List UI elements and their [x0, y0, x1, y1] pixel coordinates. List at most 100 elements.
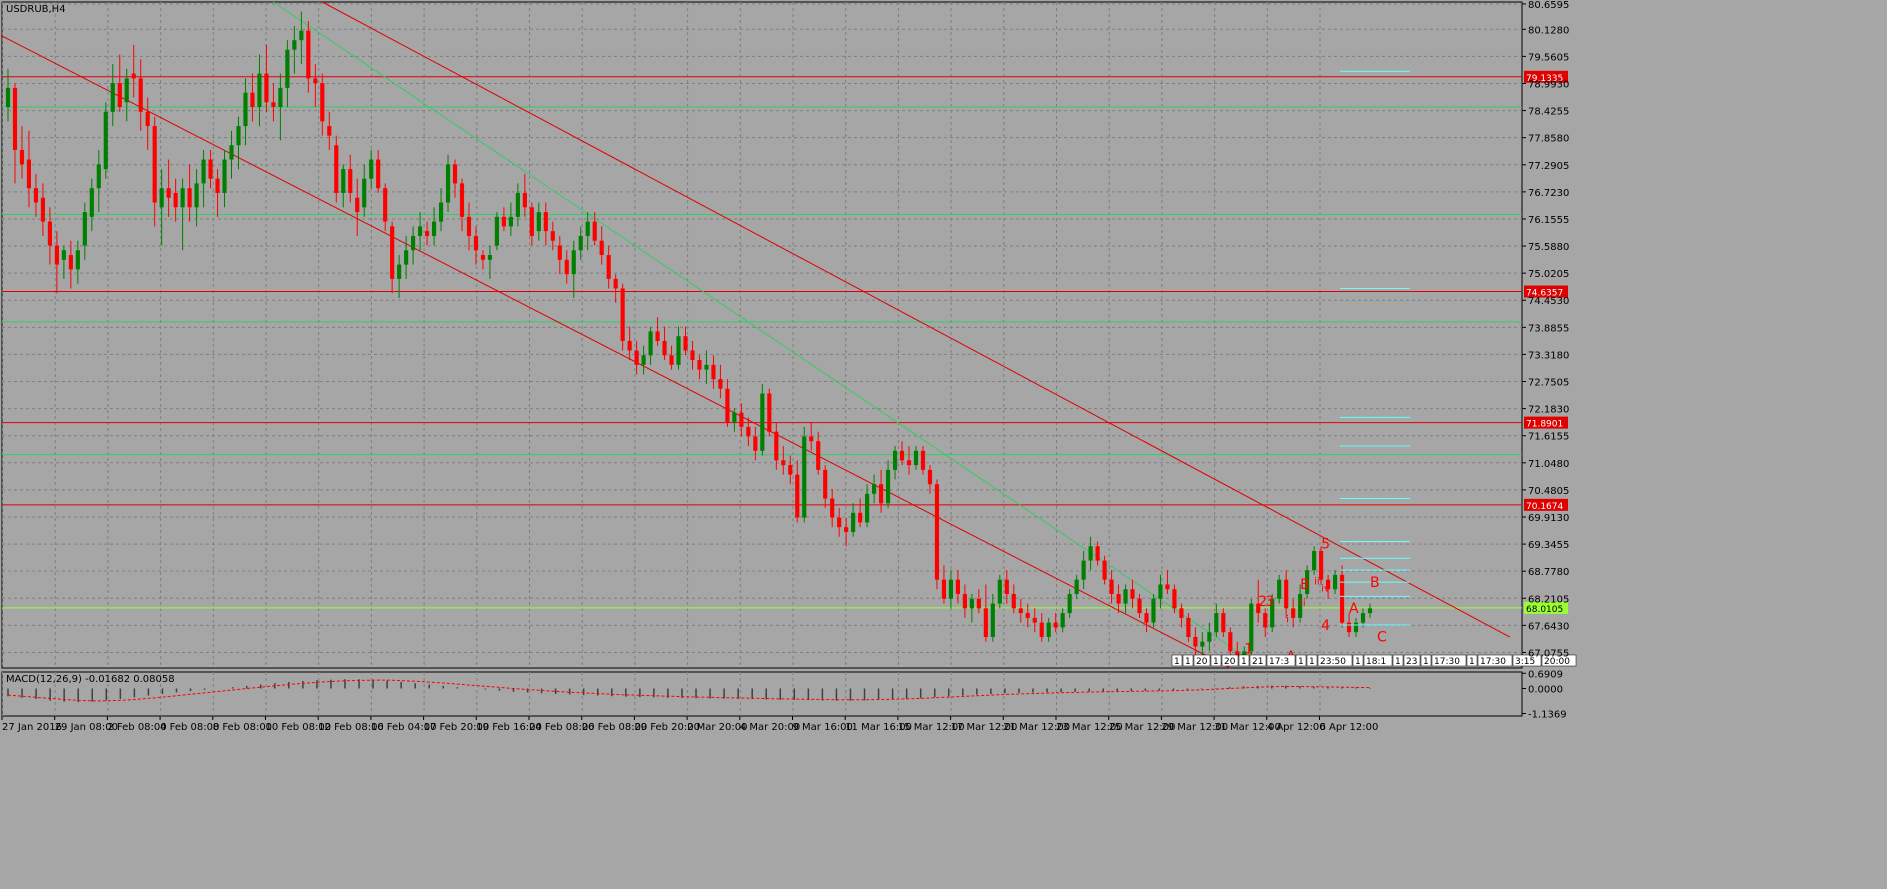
price-tick-label: 72.1830 — [1528, 405, 1569, 416]
price-tick-label: 76.1555 — [1528, 215, 1569, 226]
session-box — [1420, 654, 1432, 667]
candle-body — [1095, 546, 1100, 561]
level-price-tag — [1524, 70, 1568, 83]
time-tick-label: 10 Feb 08:00 — [266, 722, 332, 733]
candle-body — [110, 83, 115, 112]
candle-body — [627, 340, 632, 351]
candle-body — [243, 92, 248, 127]
macd-label: MACD(12,26,9) -0.01682 0.08058 — [6, 674, 175, 685]
candle-body — [138, 78, 143, 112]
channel-lower-line — [0, 34, 1231, 669]
candle-body — [1270, 598, 1275, 628]
candle-body — [390, 226, 395, 279]
channel-upper-line — [322, 1, 1510, 638]
candle-body — [5, 87, 11, 108]
candle-body — [892, 450, 898, 470]
wave-label: B — [1370, 575, 1380, 591]
wave-label: A — [1349, 601, 1359, 617]
wave-label: iv — [1321, 584, 1330, 595]
candle-body — [1067, 594, 1072, 614]
candle-body — [543, 212, 548, 232]
candle-body — [187, 188, 192, 208]
session-box — [1317, 654, 1353, 667]
candle-body — [12, 87, 18, 150]
candle-body — [606, 255, 611, 279]
session-box — [1238, 654, 1250, 667]
session-box-label: 1 — [1185, 657, 1191, 667]
candle-body — [278, 87, 283, 108]
candle-body — [906, 460, 912, 466]
time-tick-label: 17 Mar 12:00 — [951, 722, 1018, 733]
time-tick-label: 24 Feb 08:00 — [529, 722, 595, 733]
candle-body — [1011, 594, 1016, 609]
candle-body — [47, 221, 52, 246]
time-tick-label: 29 Jan 08:00 — [55, 722, 118, 733]
candle-body — [844, 527, 849, 532]
candle-body — [1018, 608, 1023, 614]
level-price-tag — [1524, 416, 1568, 429]
candle-body — [508, 216, 513, 227]
candle-body — [990, 603, 995, 637]
candle-body — [404, 250, 409, 265]
candle-body — [676, 336, 681, 365]
candle-body — [781, 460, 786, 466]
candle-body — [641, 355, 646, 365]
price-tick-label: 71.0480 — [1528, 459, 1569, 470]
candle-body — [1032, 617, 1037, 623]
time-tick-label: 2 Feb 08:00 — [107, 722, 166, 733]
candle-body — [1074, 579, 1079, 594]
candle-body — [362, 178, 367, 208]
candle-body — [117, 83, 122, 108]
candle-body — [271, 102, 276, 108]
candle-body — [1249, 603, 1254, 652]
price-tick-label: 75.5880 — [1528, 242, 1569, 253]
candle-body — [159, 188, 164, 208]
candle-body — [983, 608, 988, 637]
candle-body — [334, 145, 339, 193]
candle-body — [131, 73, 136, 79]
time-tick-label: 12 Feb 08:00 — [318, 722, 384, 733]
price-tick-label: 80.1280 — [1528, 25, 1569, 36]
session-box — [1266, 654, 1296, 667]
candle-body — [613, 278, 618, 289]
candle-body — [634, 350, 639, 365]
wave-label: C — [1377, 630, 1387, 646]
candle-body — [648, 331, 653, 356]
candle-body — [1039, 622, 1044, 637]
candle-body — [418, 226, 423, 236]
time-tick-label: 4 Feb 08:00 — [160, 722, 219, 733]
candle-body — [578, 235, 583, 251]
candle-body — [669, 355, 674, 365]
session-box-label: 1 — [1395, 657, 1401, 667]
candle-body — [369, 159, 374, 179]
candle-body — [1193, 636, 1198, 647]
candle-body — [795, 474, 800, 518]
wave-label: 1 — [1244, 642, 1253, 658]
candle-body — [1116, 594, 1121, 604]
macd-tick-label: 0.6909 — [1528, 669, 1563, 680]
candle-body — [809, 436, 814, 442]
candle-body — [1137, 598, 1142, 614]
session-box — [1466, 654, 1478, 667]
session-box-label: 3:15 — [1515, 657, 1535, 667]
time-tick-label: 29 Feb 20:00 — [634, 722, 700, 733]
session-box-label: 17:30 — [1434, 657, 1460, 667]
price-tick-label: 78.4255 — [1528, 107, 1569, 118]
candle-body — [397, 264, 402, 279]
candle-body — [292, 40, 297, 50]
time-tick-label: 31 Mar 12:00 — [1214, 722, 1281, 733]
candle-body — [201, 159, 206, 184]
candle-body — [536, 212, 541, 232]
session-box — [1541, 654, 1577, 667]
price-tick-label: 77.8580 — [1528, 134, 1569, 145]
time-tick-label: 2 Mar 20:00 — [687, 722, 747, 733]
price-tick-label: 68.2105 — [1528, 594, 1569, 605]
candle-body — [1305, 570, 1310, 594]
candle-body — [1179, 608, 1184, 618]
candle-body — [1046, 622, 1051, 637]
candle-body — [788, 465, 793, 475]
price-tick-label: 69.3455 — [1528, 540, 1569, 551]
candle-body — [927, 469, 933, 485]
